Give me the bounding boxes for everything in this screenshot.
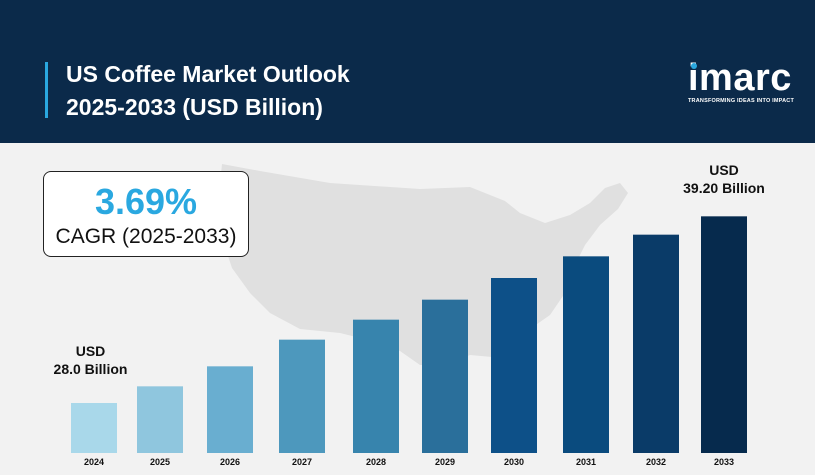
- logo-wordmark: imarc: [688, 57, 792, 99]
- cagr-box: 3.69% CAGR (2025-2033): [43, 171, 249, 257]
- logo-word-text: imarc: [688, 57, 792, 99]
- title-line-2: 2025-2033 (USD Billion): [66, 94, 323, 120]
- x-tick-label: 2033: [714, 457, 734, 467]
- logo-dot-icon: [691, 63, 697, 69]
- bar-2031: [563, 256, 609, 453]
- x-tick-label: 2032: [646, 457, 666, 467]
- x-tick-label: 2029: [435, 457, 455, 467]
- x-tick-label: 2031: [576, 457, 596, 467]
- bar-2026: [207, 366, 253, 453]
- bar-2033: [701, 216, 747, 453]
- bar-2029: [422, 299, 468, 453]
- end-value-callout: USD 39.20 Billion: [674, 161, 774, 197]
- title-line-1: US Coffee Market Outlook: [66, 61, 350, 87]
- bar-2024: [71, 403, 117, 453]
- end-currency: USD: [709, 162, 739, 178]
- bar-2032: [633, 234, 679, 453]
- page-title: US Coffee Market Outlook 2025-2033 (USD …: [66, 58, 350, 124]
- x-tick-label: 2028: [366, 457, 386, 467]
- start-value: 28.0 Billion: [53, 361, 128, 377]
- imarc-logo: imarc TRANSFORMING IDEAS INTO IMPACT: [688, 57, 795, 104]
- bar-2027: [279, 339, 325, 453]
- x-tick-label: 2030: [504, 457, 524, 467]
- bar-chart: 2024 2025 2026 2027 2028 2029 2030 2031 2032 2033: [71, 216, 747, 467]
- x-tick-label: 2026: [220, 457, 240, 467]
- logo-tagline: TRANSFORMING IDEAS INTO IMPACT: [688, 98, 795, 104]
- cagr-value: 3.69%: [94, 181, 198, 222]
- x-tick-label: 2024: [84, 457, 104, 467]
- x-tick-label: 2027: [292, 457, 312, 467]
- cagr-label: CAGR (2025-2033): [55, 225, 237, 248]
- header-banner: US Coffee Market Outlook 2025-2033 (USD …: [0, 0, 815, 143]
- title-accent-bar: [45, 62, 48, 118]
- start-currency: USD: [75, 343, 106, 359]
- bar-2028: [353, 319, 399, 453]
- bar-2025: [137, 386, 183, 453]
- start-value-callout: USD 28.0 Billion: [48, 342, 133, 378]
- bar-2030: [491, 278, 537, 453]
- x-tick-label: 2025: [150, 457, 170, 467]
- end-value: 39.20 Billion: [683, 180, 765, 196]
